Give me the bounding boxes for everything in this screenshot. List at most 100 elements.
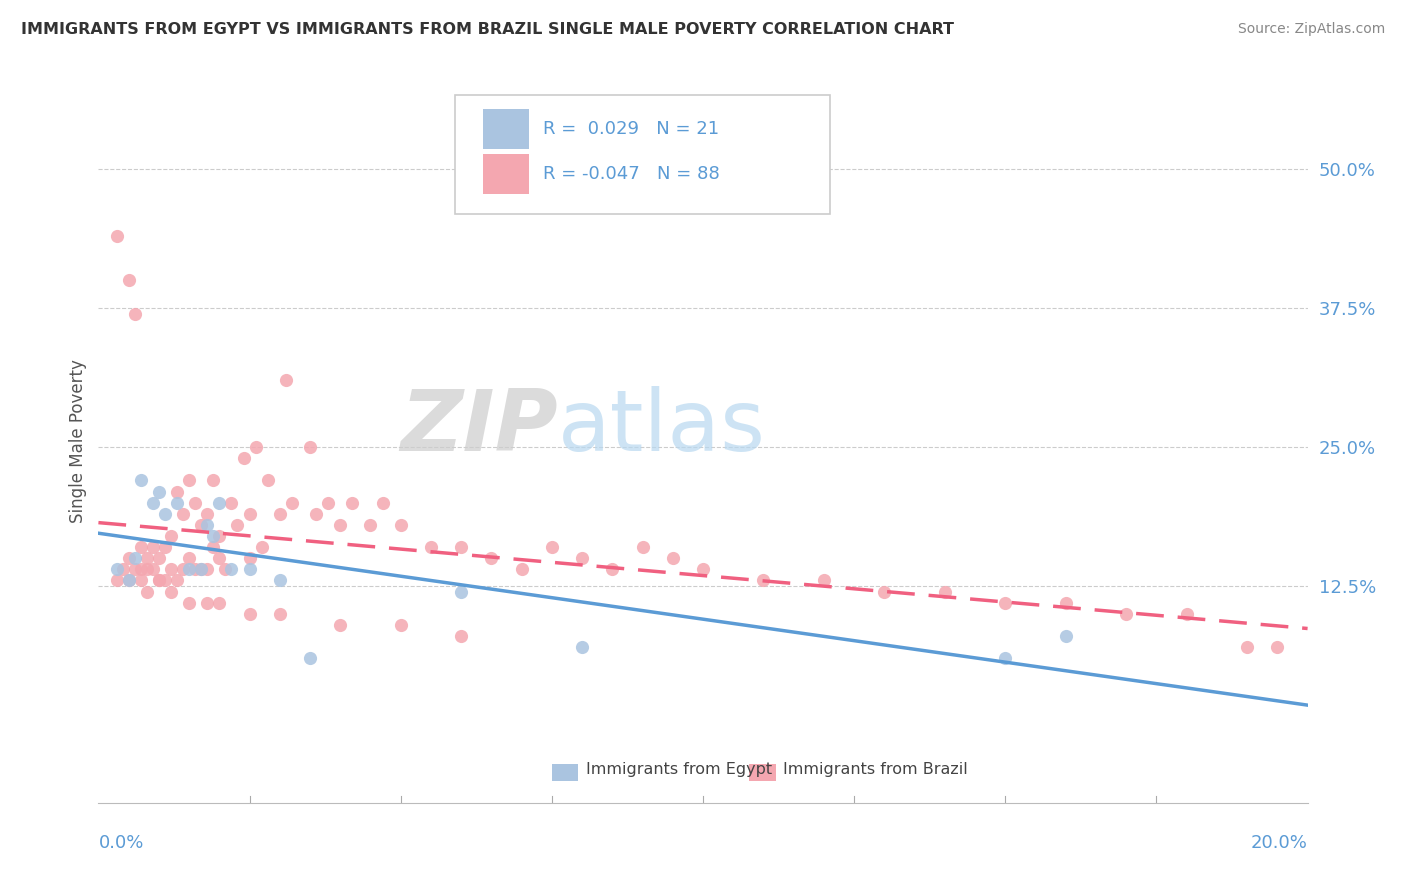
Point — [221, 562, 243, 576]
Point — [873, 584, 896, 599]
Point — [179, 596, 201, 610]
FancyBboxPatch shape — [456, 95, 830, 214]
Point — [571, 640, 593, 655]
Point — [631, 540, 654, 554]
Point — [371, 496, 394, 510]
Point — [692, 562, 714, 576]
Point — [1236, 640, 1258, 655]
Point — [269, 607, 291, 621]
Point — [172, 562, 194, 576]
Point — [129, 562, 152, 576]
Point — [179, 474, 201, 488]
Point — [105, 562, 128, 576]
Point — [148, 574, 170, 588]
Point — [166, 574, 188, 588]
Point — [1267, 640, 1289, 655]
Point — [160, 562, 183, 576]
Point — [299, 651, 322, 665]
Point — [250, 540, 273, 554]
Point — [450, 540, 472, 554]
FancyBboxPatch shape — [551, 764, 578, 781]
Y-axis label: Single Male Poverty: Single Male Poverty — [69, 359, 87, 524]
FancyBboxPatch shape — [482, 154, 529, 194]
Point — [129, 540, 152, 554]
Point — [208, 496, 231, 510]
Point — [360, 517, 382, 532]
Point — [142, 496, 165, 510]
Point — [540, 540, 562, 554]
Point — [239, 551, 262, 566]
Point — [118, 551, 141, 566]
Text: 0.0%: 0.0% — [98, 834, 143, 852]
Point — [153, 574, 176, 588]
Point — [299, 440, 322, 454]
Point — [172, 507, 194, 521]
Point — [135, 562, 157, 576]
Point — [329, 517, 352, 532]
Point — [208, 529, 231, 543]
Text: R = -0.047   N = 88: R = -0.047 N = 88 — [543, 165, 720, 183]
Point — [661, 551, 683, 566]
Text: Immigrants from Brazil: Immigrants from Brazil — [783, 762, 967, 777]
Point — [142, 562, 165, 576]
Point — [232, 451, 254, 466]
Text: R =  0.029   N = 21: R = 0.029 N = 21 — [543, 120, 720, 137]
Point — [111, 562, 134, 576]
Text: atlas: atlas — [558, 385, 766, 468]
Point — [813, 574, 835, 588]
Point — [160, 529, 183, 543]
Point — [153, 540, 176, 554]
Point — [752, 574, 775, 588]
Text: Immigrants from Egypt: Immigrants from Egypt — [586, 762, 772, 777]
Point — [135, 551, 157, 566]
Point — [239, 562, 262, 576]
Point — [994, 596, 1017, 610]
Point — [202, 540, 225, 554]
Point — [129, 574, 152, 588]
FancyBboxPatch shape — [482, 109, 529, 149]
Point — [571, 551, 593, 566]
Point — [124, 562, 146, 576]
Point — [179, 551, 201, 566]
Point — [239, 507, 262, 521]
Point — [450, 629, 472, 643]
Point — [450, 584, 472, 599]
Point — [195, 507, 218, 521]
Point — [195, 562, 218, 576]
Point — [190, 517, 212, 532]
Point — [214, 562, 236, 576]
Point — [118, 574, 141, 588]
Point — [124, 307, 146, 321]
FancyBboxPatch shape — [749, 764, 776, 781]
Point — [389, 517, 412, 532]
Point — [316, 496, 339, 510]
Point — [153, 507, 176, 521]
Point — [148, 574, 170, 588]
Point — [124, 551, 146, 566]
Point — [1054, 629, 1077, 643]
Point — [148, 484, 170, 499]
Text: ZIP: ZIP — [401, 385, 558, 468]
Point — [269, 507, 291, 521]
Point — [274, 373, 297, 387]
Point — [510, 562, 533, 576]
Point — [389, 618, 412, 632]
Point — [269, 574, 291, 588]
Point — [179, 562, 201, 576]
Point — [256, 474, 278, 488]
Point — [226, 517, 249, 532]
Point — [994, 651, 1017, 665]
Point — [148, 551, 170, 566]
Point — [1175, 607, 1198, 621]
Point — [195, 517, 218, 532]
Point — [221, 496, 243, 510]
Point — [1054, 596, 1077, 610]
Point — [420, 540, 443, 554]
Text: Source: ZipAtlas.com: Source: ZipAtlas.com — [1237, 22, 1385, 37]
Point — [342, 496, 364, 510]
Point — [239, 607, 262, 621]
Point — [190, 562, 212, 576]
Point — [129, 474, 152, 488]
Point — [142, 540, 165, 554]
Point — [202, 529, 225, 543]
